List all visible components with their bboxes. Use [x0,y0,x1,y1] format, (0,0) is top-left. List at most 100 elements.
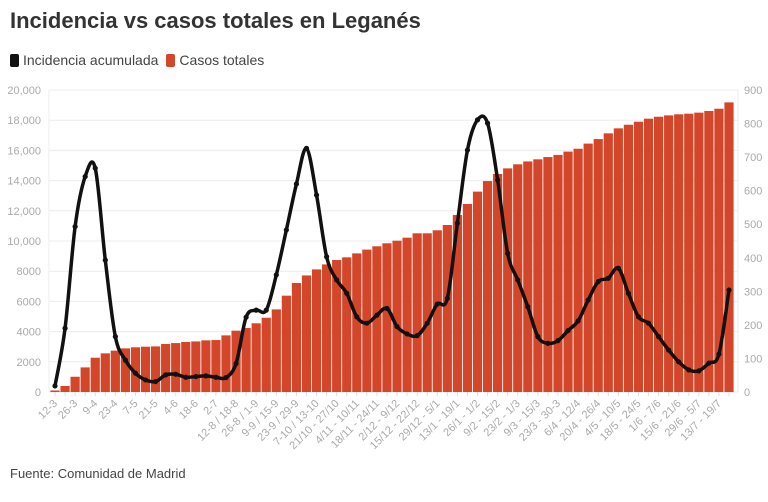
bar-casos-totales[interactable] [462,204,473,392]
point-incidencia[interactable] [716,351,722,357]
point-incidencia[interactable] [525,304,531,310]
point-incidencia[interactable] [374,312,380,318]
bar-casos-totales[interactable] [563,151,573,392]
bar-casos-totales[interactable] [261,317,271,392]
bar-casos-totales[interactable] [90,357,100,392]
bar-casos-totales[interactable] [130,347,141,392]
bar-casos-totales[interactable] [140,346,151,392]
bar-casos-totales[interactable] [452,215,462,392]
point-incidencia[interactable] [132,370,139,376]
point-incidencia[interactable] [696,368,702,374]
point-incidencia[interactable] [595,279,601,285]
point-incidencia[interactable] [82,173,88,180]
bar-casos-totales[interactable] [221,335,231,392]
bar-casos-totales[interactable] [593,139,603,392]
point-incidencia[interactable] [505,250,511,257]
bar-casos-totales[interactable] [201,340,211,392]
point-incidencia[interactable] [605,275,611,281]
bar-casos-totales[interactable] [694,112,704,393]
bar-casos-totales[interactable] [503,168,513,392]
bar-casos-totales[interactable] [432,230,442,392]
point-incidencia[interactable] [454,220,460,226]
bar-casos-totales[interactable] [161,343,171,392]
bar-casos-totales[interactable] [301,275,312,392]
bar-casos-totales[interactable] [573,148,583,392]
bar-casos-totales[interactable] [724,102,734,392]
point-incidencia[interactable] [102,257,108,263]
bar-casos-totales[interactable] [120,348,131,392]
point-incidencia[interactable] [555,338,561,344]
point-incidencia[interactable] [484,120,491,126]
bar-casos-totales[interactable] [412,233,422,392]
bar-casos-totales[interactable] [332,260,342,392]
point-incidencia[interactable] [142,377,149,383]
bar-casos-totales[interactable] [271,309,281,392]
bar-casos-totales[interactable] [643,118,654,392]
point-incidencia[interactable] [545,340,551,346]
point-incidencia[interactable] [364,320,370,326]
point-incidencia[interactable] [303,145,310,151]
point-incidencia[interactable] [233,360,239,367]
point-incidencia[interactable] [92,165,98,171]
point-incidencia[interactable] [434,301,440,307]
point-incidencia[interactable] [193,373,199,380]
point-incidencia[interactable] [52,383,58,389]
bar-casos-totales[interactable] [251,323,261,392]
bar-casos-totales[interactable] [523,161,533,392]
bar-casos-totales[interactable] [70,376,80,392]
bar-casos-totales[interactable] [110,350,120,392]
bar-casos-totales[interactable] [50,390,60,392]
legend-item-incidencia[interactable]: Incidencia acumulada [10,52,158,68]
bar-casos-totales[interactable] [442,224,452,392]
bar-casos-totales[interactable] [422,233,432,392]
bar-casos-totales[interactable] [342,257,352,392]
bar-casos-totales[interactable] [60,385,70,392]
point-incidencia[interactable] [203,373,209,379]
bar-casos-totales[interactable] [633,121,644,393]
bar-casos-totales[interactable] [80,367,90,392]
bar-casos-totales[interactable] [291,282,302,392]
point-incidencia[interactable] [313,192,320,198]
bar-casos-totales[interactable] [613,128,623,392]
point-incidencia[interactable] [565,327,571,334]
point-incidencia[interactable] [183,374,189,380]
bar-casos-totales[interactable] [653,116,664,393]
point-incidencia[interactable] [243,314,249,320]
bar-casos-totales[interactable] [241,327,251,392]
point-incidencia[interactable] [515,277,521,283]
point-incidencia[interactable] [72,223,78,230]
point-incidencia[interactable] [655,334,662,340]
point-incidencia[interactable] [163,372,169,378]
point-incidencia[interactable] [706,360,712,366]
point-incidencia[interactable] [444,295,450,301]
point-incidencia[interactable] [424,320,430,326]
point-incidencia[interactable] [273,272,279,278]
point-incidencia[interactable] [324,254,330,260]
point-incidencia[interactable] [263,307,269,313]
bar-casos-totales[interactable] [322,264,332,392]
point-incidencia[interactable] [354,314,360,320]
bar-casos-totales[interactable] [311,269,322,392]
bar-casos-totales[interactable] [603,133,613,392]
point-incidencia[interactable] [635,314,642,320]
point-incidencia[interactable] [253,307,259,313]
point-incidencia[interactable] [585,297,591,303]
bar-casos-totales[interactable] [533,159,543,392]
bar-casos-totales[interactable] [583,143,593,392]
bar-casos-totales[interactable] [352,253,362,392]
point-incidencia[interactable] [676,359,682,365]
bar-casos-totales[interactable] [382,243,392,392]
point-incidencia[interactable] [414,333,420,339]
bar-casos-totales[interactable] [493,173,503,392]
point-incidencia[interactable] [122,357,129,363]
bar-casos-totales[interactable] [664,115,674,393]
point-incidencia[interactable] [173,371,179,377]
point-incidencia[interactable] [666,347,672,353]
point-incidencia[interactable] [615,265,621,271]
bar-casos-totales[interactable] [372,246,382,392]
point-incidencia[interactable] [223,374,229,381]
point-incidencia[interactable] [394,323,400,330]
bar-casos-totales[interactable] [100,353,110,392]
bar-casos-totales[interactable] [543,157,553,392]
point-incidencia[interactable] [62,325,68,331]
